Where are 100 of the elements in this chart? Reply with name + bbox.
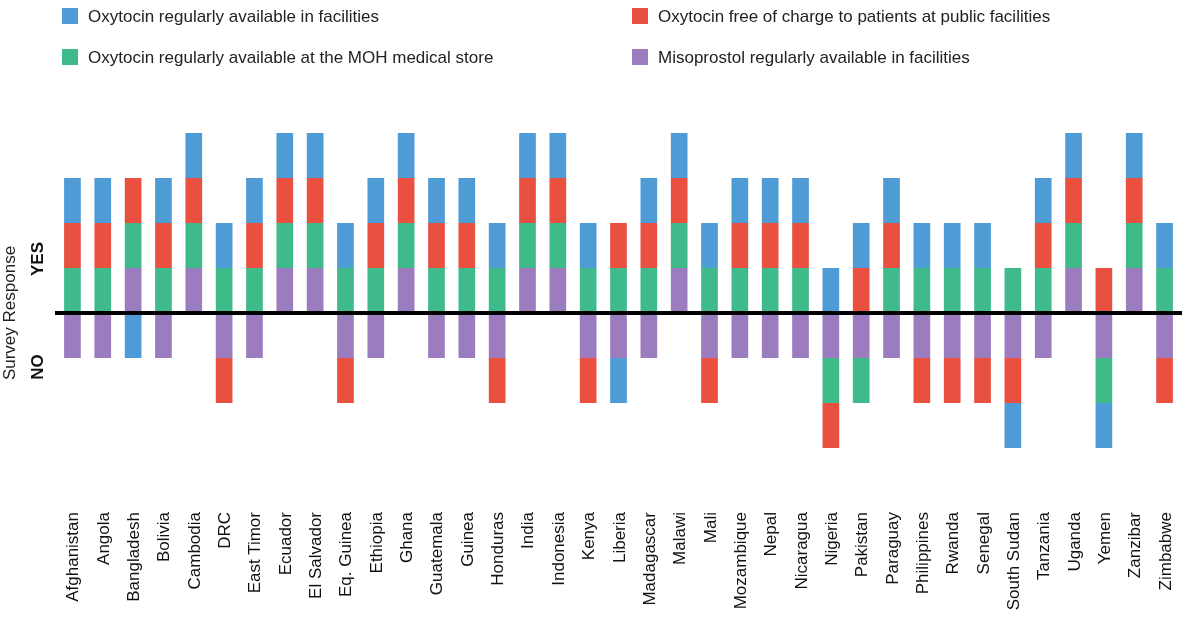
bar: [822, 313, 840, 358]
bar: [579, 223, 597, 268]
bar: [974, 223, 991, 268]
bar: [367, 268, 385, 313]
bar: [761, 178, 779, 223]
bar: [701, 223, 718, 268]
bar: [246, 223, 263, 268]
legend-label: Oxytocin free of charge to patients at public facilities: [658, 7, 1051, 26]
bar: [822, 403, 840, 448]
bar: [640, 178, 658, 223]
x-tick-label: Zanzibar: [1125, 511, 1145, 579]
bar: [367, 223, 385, 268]
bar: [731, 223, 749, 268]
bar: [94, 268, 112, 313]
x-tick-label: Cambodia: [184, 511, 204, 590]
bar: [974, 313, 991, 358]
bar: [974, 358, 991, 403]
bar: [883, 223, 900, 268]
bar: [1065, 268, 1082, 313]
bar: [822, 268, 840, 313]
bar: [215, 313, 233, 358]
bar: [610, 313, 627, 358]
bar: [822, 358, 840, 403]
bar: [246, 268, 263, 313]
x-tick-label: El Salvador: [306, 511, 326, 599]
bar: [610, 268, 627, 313]
bar: [215, 223, 233, 268]
bar: [731, 268, 749, 313]
bar: [155, 313, 172, 358]
bar: [1034, 268, 1052, 313]
bar: [1095, 268, 1113, 313]
bar: [276, 268, 294, 313]
x-tick-label: Bolivia: [154, 511, 174, 563]
bar: [1095, 403, 1113, 448]
x-tick-label: Ghana: [397, 511, 417, 564]
x-tick-label: Nicaragua: [791, 511, 811, 590]
bar: [1004, 403, 1022, 448]
bar: [670, 268, 688, 313]
bar: [670, 223, 688, 268]
bar: [913, 223, 931, 268]
bar: [215, 268, 233, 313]
x-tick-label: Tanzania: [1034, 511, 1054, 581]
bar: [1065, 223, 1082, 268]
bar: [731, 313, 749, 358]
bar: [761, 223, 779, 268]
bar: [124, 178, 142, 223]
bar: [549, 268, 567, 313]
x-tick-label: Eq. Guinea: [336, 511, 356, 598]
legend-label: Oxytocin regularly available at the MOH medical store: [88, 48, 494, 67]
bar: [549, 223, 567, 268]
bar: [155, 178, 172, 223]
bar: [519, 178, 536, 223]
bar: [276, 223, 294, 268]
bar: [913, 268, 931, 313]
bar: [610, 223, 627, 268]
bar: [458, 178, 476, 223]
x-tick-label: Liberia: [609, 511, 629, 564]
bar: [943, 223, 961, 268]
bar: [488, 313, 506, 358]
bar: [64, 313, 81, 358]
bar: [185, 268, 203, 313]
bar: [397, 178, 415, 223]
bar: [155, 223, 172, 268]
bar: [1125, 268, 1143, 313]
bar: [549, 133, 567, 178]
x-tick-label: Yemen: [1094, 512, 1114, 565]
bar: [397, 268, 415, 313]
bar: [246, 313, 263, 358]
bar: [246, 178, 263, 223]
bar: [1004, 313, 1022, 358]
bar: [883, 268, 900, 313]
bar: [94, 313, 112, 358]
x-tick-label: Pakistan: [852, 512, 872, 578]
bar: [124, 313, 142, 358]
bar: [276, 133, 294, 178]
bar: [549, 178, 567, 223]
bar: [943, 358, 961, 403]
legend-label: Oxytocin regularly available in facilities: [88, 7, 380, 26]
x-tick-label: India: [518, 511, 538, 549]
x-tick-label: Afghanistan: [63, 512, 83, 602]
bar: [761, 268, 779, 313]
bar: [488, 223, 506, 268]
bar: [64, 268, 81, 313]
bar: [943, 313, 961, 358]
x-tick-label: Ecuador: [275, 511, 295, 576]
bar: [1034, 223, 1052, 268]
bar: [579, 268, 597, 313]
x-tick-label: Madagascar: [639, 511, 659, 606]
bar: [852, 223, 870, 268]
x-tick-label: Rwanda: [943, 511, 963, 575]
bar: [640, 268, 658, 313]
x-tick-label: Guinea: [457, 511, 477, 567]
bar: [306, 178, 324, 223]
bar: [337, 268, 354, 313]
bar: [670, 133, 688, 178]
text: YES: [28, 241, 47, 277]
bar: [458, 223, 476, 268]
bar: [64, 223, 81, 268]
bar: [1034, 178, 1052, 223]
bar: [124, 223, 142, 268]
